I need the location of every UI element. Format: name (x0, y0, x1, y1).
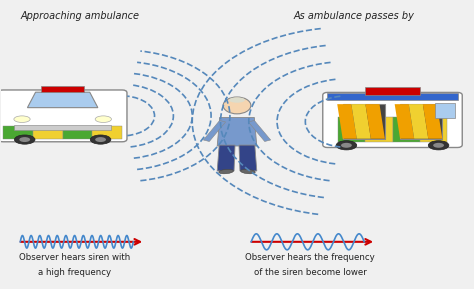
Polygon shape (248, 121, 271, 142)
Bar (392, 117, 419, 142)
Ellipse shape (19, 137, 30, 142)
Polygon shape (239, 145, 257, 171)
Polygon shape (217, 145, 235, 171)
Ellipse shape (95, 137, 106, 142)
Ellipse shape (433, 143, 444, 148)
Text: of the siren become lower: of the siren become lower (254, 268, 366, 277)
Ellipse shape (14, 135, 35, 144)
Bar (419, 117, 447, 142)
Bar (33, 126, 63, 139)
Ellipse shape (95, 116, 111, 123)
Bar (92, 126, 122, 139)
Bar (3, 126, 33, 139)
Ellipse shape (336, 141, 357, 150)
Text: As ambulance passes by: As ambulance passes by (293, 11, 414, 21)
Bar (14, 125, 111, 130)
Bar (435, 103, 456, 118)
Bar (365, 117, 392, 142)
Polygon shape (27, 92, 98, 108)
Ellipse shape (341, 143, 352, 148)
Polygon shape (409, 104, 428, 139)
Bar (365, 87, 419, 95)
Text: Observer hears siren with: Observer hears siren with (19, 253, 130, 262)
Polygon shape (351, 104, 371, 139)
Ellipse shape (90, 135, 111, 144)
FancyBboxPatch shape (0, 90, 127, 142)
Bar (41, 86, 84, 92)
Polygon shape (217, 117, 257, 146)
Ellipse shape (229, 97, 245, 103)
Ellipse shape (14, 116, 30, 123)
Bar (63, 126, 92, 139)
Bar (328, 93, 457, 100)
Ellipse shape (219, 169, 234, 174)
Text: a high frequency: a high frequency (38, 268, 111, 277)
Ellipse shape (428, 141, 449, 150)
Circle shape (223, 97, 251, 114)
Bar (343, 104, 385, 139)
Polygon shape (203, 121, 226, 142)
Polygon shape (395, 104, 414, 139)
Polygon shape (423, 104, 442, 139)
Bar (400, 104, 442, 139)
Polygon shape (365, 104, 385, 139)
FancyBboxPatch shape (323, 92, 462, 147)
Ellipse shape (240, 169, 255, 174)
Text: Observer hears the frequency: Observer hears the frequency (245, 253, 375, 262)
Text: Approaching ambulance: Approaching ambulance (20, 11, 139, 21)
Polygon shape (337, 104, 357, 139)
Bar (338, 117, 365, 142)
